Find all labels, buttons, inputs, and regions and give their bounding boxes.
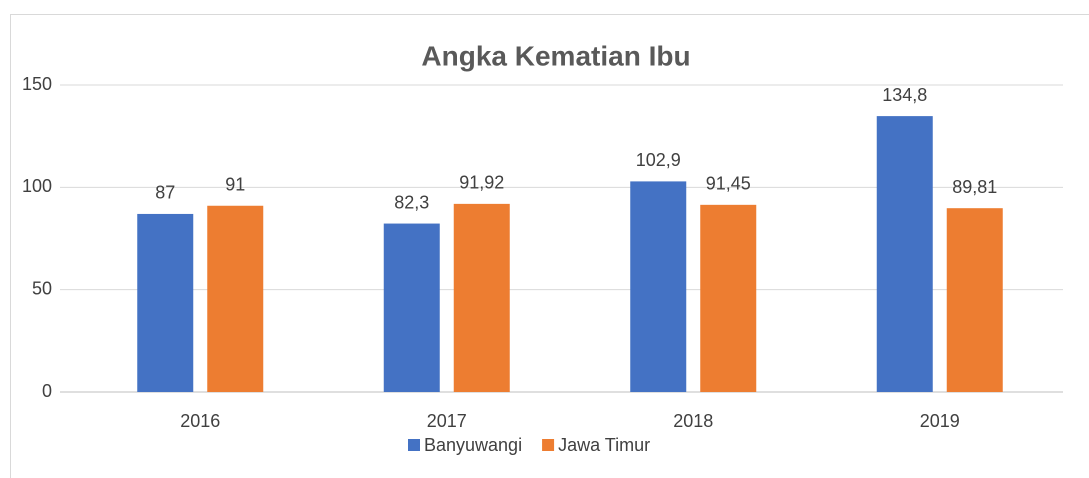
legend-label: Banyuwangi [424, 435, 522, 455]
y-tick-label: 0 [42, 381, 52, 401]
bar [207, 205, 264, 392]
data-label: 87 [155, 183, 175, 203]
chart-border [10, 14, 1089, 478]
data-label: 91 [225, 175, 245, 195]
data-label: 91,92 [459, 173, 504, 193]
x-tick-label: 2017 [427, 411, 467, 431]
x-tick-label: 2019 [920, 411, 960, 431]
bar [137, 213, 194, 392]
bar [630, 181, 687, 392]
data-label: 102,9 [636, 150, 681, 170]
legend-swatch [408, 439, 420, 451]
bar [383, 223, 440, 392]
bar [453, 203, 510, 392]
y-tick-label: 100 [22, 176, 52, 196]
legend-swatch [542, 439, 555, 451]
legend-label: Jawa Timur [558, 435, 650, 455]
data-label: 134,8 [882, 85, 927, 105]
data-label: 82,3 [394, 192, 429, 212]
chart-title: Angka Kematian Ibu [421, 40, 690, 71]
bar [946, 208, 1003, 392]
bar [876, 116, 933, 392]
data-label: 89,81 [952, 177, 997, 197]
x-tick-label: 2016 [180, 411, 220, 431]
y-tick-label: 50 [32, 278, 52, 298]
bar [700, 204, 757, 392]
data-label: 91,45 [706, 174, 751, 194]
x-tick-label: 2018 [673, 411, 713, 431]
y-tick-label: 150 [22, 74, 52, 94]
